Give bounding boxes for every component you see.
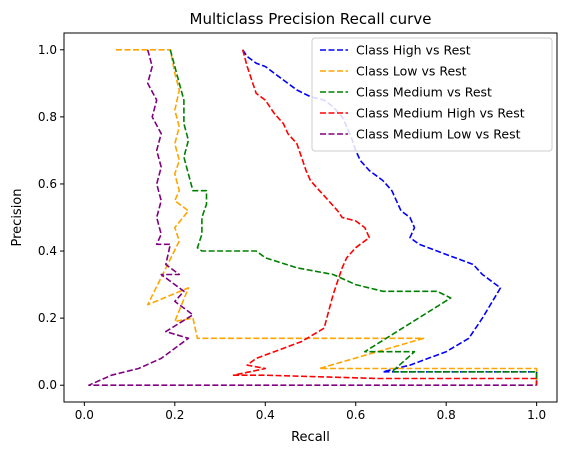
legend-entry-label: Class Low vs Rest [356, 64, 467, 79]
x-tick-label: 0.2 [165, 408, 184, 422]
legend-entry-label: Class Medium Low vs Rest [356, 127, 521, 142]
legend-entry-label: Class High vs Rest [356, 43, 471, 58]
x-axis-ticks: 0.0 0.2 0.4 0.6 0.8 1.0 [75, 402, 546, 422]
y-tick-label: 0.8 [38, 110, 57, 124]
series-line-3 [232, 49, 538, 386]
x-tick-label: 0.6 [346, 408, 365, 422]
x-tick-label: 1.0 [527, 408, 546, 422]
y-axis-ticks: 0.0 0.2 0.4 0.6 0.8 1.0 [38, 43, 64, 392]
y-tick-label: 1.0 [38, 43, 57, 57]
series-line-0 [242, 49, 538, 386]
legend: Class High vs Rest Class Low vs Rest Class… [311, 37, 553, 152]
x-tick-label: 0.8 [437, 408, 456, 422]
y-axis-label: Precision [10, 188, 25, 246]
x-tick-label: 0.4 [256, 408, 275, 422]
legend-entry-label: Class Medium High vs Rest [356, 106, 525, 121]
legend-box [311, 37, 553, 152]
series-line-1 [116, 49, 538, 386]
chart-title: Multiclass Precision Recall curve [190, 10, 432, 28]
series-line-2 [169, 49, 538, 386]
y-tick-label: 0.4 [38, 244, 57, 258]
y-tick-label: 0.0 [38, 378, 57, 392]
y-tick-label: 0.6 [38, 177, 57, 191]
x-axis-label: Recall [291, 430, 330, 445]
x-tick-label: 0.0 [75, 408, 94, 422]
series-group [88, 49, 538, 386]
series-line-4 [88, 49, 537, 386]
y-tick-label: 0.2 [38, 311, 57, 325]
legend-entry-label: Class Medium vs Rest [356, 85, 492, 100]
plot-frame [63, 32, 558, 403]
